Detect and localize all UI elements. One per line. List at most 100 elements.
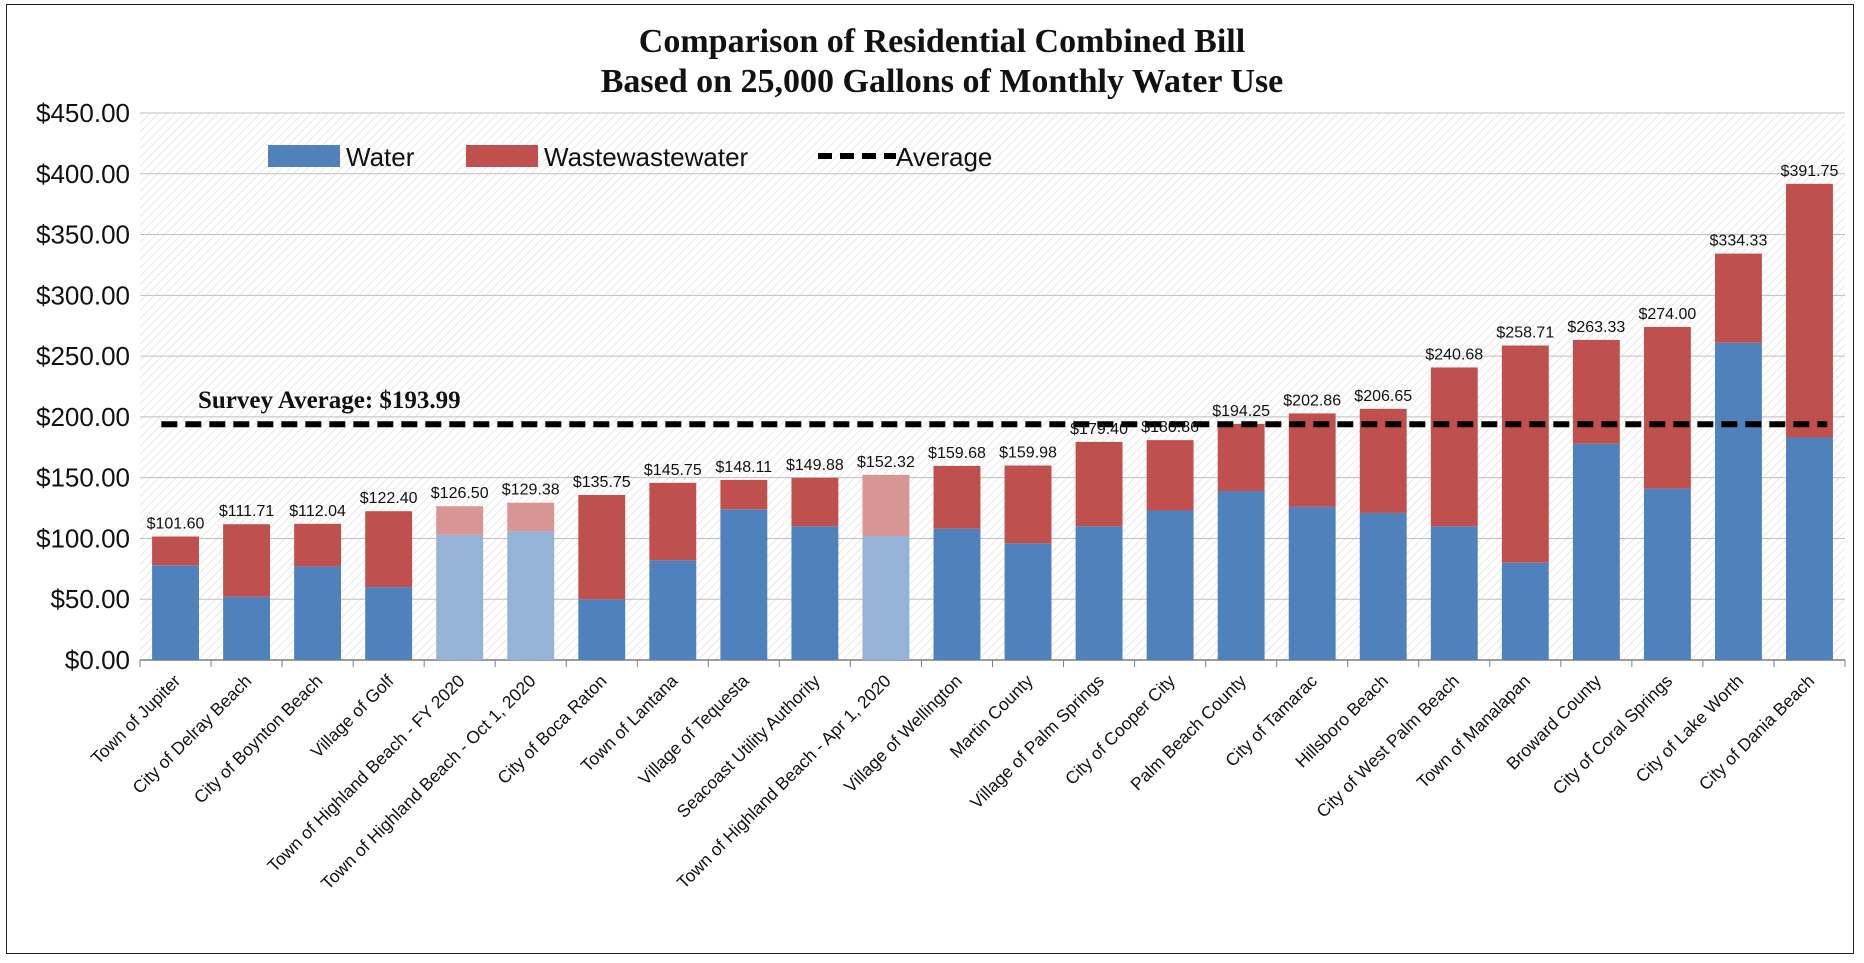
- total-label: $111.71: [219, 503, 275, 520]
- bar-water: [507, 531, 555, 660]
- total-label: $179.40: [1070, 421, 1128, 438]
- gridlines: [140, 112, 1845, 661]
- total-label: $159.98: [999, 445, 1057, 462]
- bar-water: [1146, 510, 1194, 660]
- chart-title-line-2: Based on 25,000 Gallons of Monthly Water…: [601, 63, 1284, 100]
- bar-wastewater: [365, 511, 413, 588]
- bar-wastewater: [152, 536, 199, 566]
- legend-label-water: Water: [346, 142, 415, 172]
- x-tick-label: City of West Palm Beach: [1312, 671, 1463, 822]
- total-label: $148.11: [716, 459, 773, 476]
- bar-wastewater: [1146, 440, 1194, 511]
- bar-water: [365, 587, 413, 660]
- y-tick-label: $100.00: [36, 523, 130, 553]
- bar-water: [223, 596, 271, 660]
- total-label: $159.68: [928, 445, 986, 462]
- bar-wastewater: [1430, 367, 1478, 527]
- bar-wastewater: [720, 479, 768, 510]
- total-label: $258.71: [1496, 325, 1554, 342]
- bar-wastewater: [507, 502, 555, 532]
- legend: Water Wastewastewater Average: [268, 142, 992, 172]
- average-label: Survey Average: $193.99: [198, 387, 461, 414]
- total-label: $334.33: [1710, 233, 1768, 250]
- bar-water: [1786, 437, 1833, 660]
- bar-water: [1643, 488, 1691, 660]
- bar-wastewater: [1643, 326, 1691, 489]
- y-tick-label: $150.00: [36, 463, 130, 493]
- bar-wastewater: [649, 482, 697, 561]
- y-tick-label: $250.00: [36, 341, 130, 371]
- legend-label-wastewater: Wastewastewater: [544, 142, 749, 172]
- bar-wastewater: [1288, 413, 1336, 507]
- bar-wastewater: [1075, 441, 1123, 527]
- y-tick-label: $400.00: [36, 159, 130, 189]
- total-label: $263.33: [1567, 319, 1625, 336]
- bar-water: [1572, 443, 1620, 660]
- bar-water: [933, 528, 981, 660]
- bar-wastewater: [223, 524, 271, 597]
- bar-wastewater: [1501, 345, 1549, 563]
- bar-water: [1714, 342, 1762, 660]
- y-tick-label: $50.00: [50, 584, 130, 614]
- y-axis: $0.00 $50.00 $100.00 $150.00 $200.00 $250.00 $…: [36, 98, 130, 675]
- total-label: $135.75: [573, 474, 631, 491]
- bar-wastewater: [1786, 183, 1833, 438]
- x-tick-label: City of Delray Beach: [128, 671, 255, 798]
- x-tick-label: City of Boynton Beach: [190, 671, 327, 808]
- bar-wastewater: [1217, 423, 1265, 492]
- bar-wastewater: [933, 465, 981, 529]
- x-tick-label: Palm Beach County: [1126, 671, 1250, 795]
- bar-water: [294, 566, 342, 660]
- bar-wastewater: [1004, 465, 1052, 544]
- y-tick-label: $0.00: [65, 645, 130, 675]
- bar-wastewater: [791, 477, 839, 527]
- bar-wastewater: [1572, 339, 1620, 444]
- bar-water: [152, 565, 199, 660]
- y-tick-label: $450.00: [36, 98, 130, 128]
- bar-water: [1075, 526, 1123, 660]
- legend-label-average: Average: [896, 142, 992, 172]
- bar-water: [862, 536, 910, 660]
- total-label: $180.86: [1141, 419, 1199, 436]
- total-label: $149.88: [786, 457, 844, 474]
- total-label: $240.68: [1425, 346, 1483, 363]
- x-tick-label: Village of Wellington: [840, 671, 966, 797]
- bar-wastewater: [1714, 253, 1762, 343]
- y-tick-label: $200.00: [36, 402, 130, 432]
- plot-area: [140, 113, 1845, 660]
- total-label: $126.50: [431, 485, 489, 502]
- total-label: $122.40: [360, 490, 418, 507]
- y-tick-label: $300.00: [36, 280, 130, 310]
- bar-water: [578, 599, 626, 660]
- bars: [152, 183, 1833, 660]
- total-label: $129.38: [502, 482, 560, 499]
- total-label: $274.00: [1638, 306, 1696, 323]
- bar-water: [1359, 512, 1407, 660]
- total-label: $391.75: [1781, 163, 1839, 180]
- bar-water: [791, 526, 839, 660]
- x-tick-label: Seacoast Utility Authority: [673, 671, 824, 822]
- bar-wastewater: [294, 523, 342, 567]
- bar-water: [1430, 526, 1478, 660]
- bar-wastewater: [436, 506, 484, 535]
- total-label: $145.75: [644, 462, 702, 479]
- bar-water: [1004, 543, 1052, 660]
- bar-wastewater: [862, 474, 910, 537]
- x-tick-label: Village of Palm Springs: [966, 671, 1108, 813]
- legend-swatch-water: [268, 145, 340, 167]
- total-label: $206.65: [1354, 388, 1412, 405]
- bar-water: [649, 560, 697, 660]
- total-label: $202.86: [1283, 392, 1341, 409]
- average-layer: Survey Average: $193.99: [161, 387, 1828, 428]
- bar-water: [1288, 506, 1336, 660]
- data-labels: $101.60 $111.71 $112.04 $122.40 $126.50 $129.…: [147, 163, 1839, 533]
- total-label: $112.04: [289, 503, 346, 520]
- total-label: $194.25: [1212, 403, 1270, 420]
- total-label: $101.60: [147, 515, 205, 532]
- bar-wastewater: [578, 494, 626, 600]
- bar-water: [1217, 491, 1265, 660]
- legend-swatch-wastewater: [466, 145, 538, 167]
- total-label: $152.32: [857, 454, 915, 471]
